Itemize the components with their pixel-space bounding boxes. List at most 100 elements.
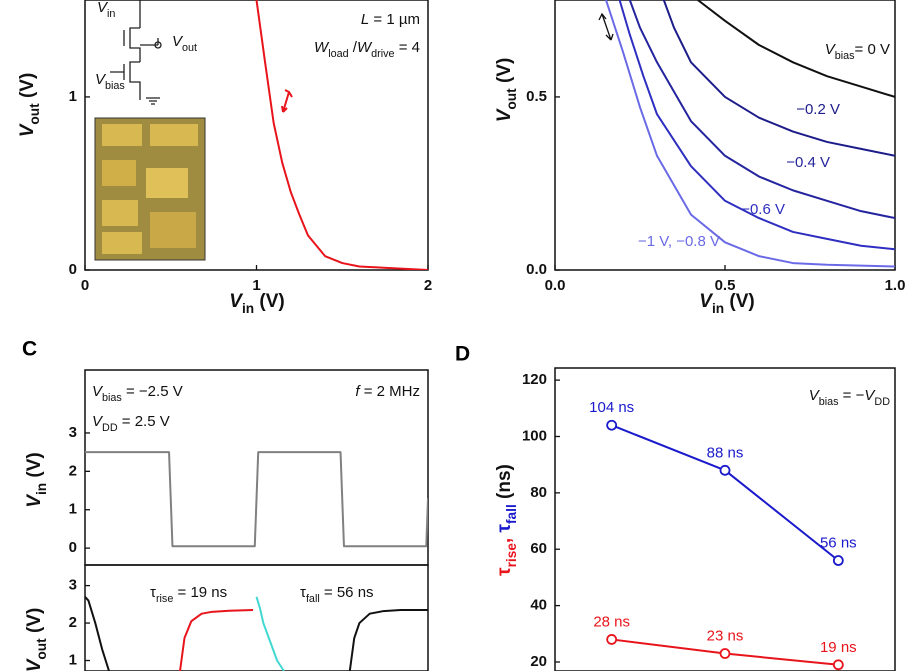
text-part: V xyxy=(494,108,515,122)
y-axis-label: τrise, τfall (ns) xyxy=(494,464,519,576)
text-part: (V) xyxy=(724,291,755,312)
text-part: V xyxy=(825,41,837,58)
text-part: V xyxy=(699,291,713,312)
y-tick-label: 1 xyxy=(69,88,77,105)
text-part: V xyxy=(24,494,45,508)
subscript: rise xyxy=(156,593,173,605)
y-tick-label: 80 xyxy=(530,484,547,501)
subscript: in xyxy=(107,8,115,20)
series-line xyxy=(85,451,428,548)
y-tick-label: 1 xyxy=(69,651,77,668)
text-part: V xyxy=(92,413,104,430)
value-label: 23 ns xyxy=(707,627,744,644)
series-label: −0.6 V xyxy=(741,201,785,218)
text-part: / xyxy=(349,39,358,56)
text-part: V xyxy=(24,658,45,671)
series-line xyxy=(605,0,895,268)
text-part: f xyxy=(355,383,361,400)
inset-label: Vin xyxy=(97,0,115,20)
value-label: 19 ns xyxy=(820,639,857,656)
y-tick-label: 2 xyxy=(69,614,77,631)
annotation: τfall = 56 ns xyxy=(300,584,374,605)
legend-entry: −0.4 V xyxy=(786,154,830,171)
series-line xyxy=(662,0,895,157)
annotation: Wload /Wdrive = 4 xyxy=(314,39,420,60)
series-line xyxy=(697,0,895,98)
point xyxy=(606,419,618,431)
subscript: out xyxy=(27,103,42,125)
point xyxy=(832,659,844,671)
arrows xyxy=(281,12,614,113)
y-tick-label: 60 xyxy=(530,540,547,557)
pad xyxy=(146,168,188,198)
point xyxy=(719,464,731,476)
plot-frame xyxy=(554,367,896,671)
subscript: load xyxy=(328,48,348,60)
plot-area xyxy=(85,596,428,671)
value-label: 88 ns xyxy=(707,444,744,461)
point xyxy=(719,648,731,659)
y-tick-label: 0.0 xyxy=(526,261,547,278)
annotation: f = 2 MHz xyxy=(355,383,420,400)
y-tick-label: 100 xyxy=(522,427,547,444)
text-part: V xyxy=(92,383,104,400)
legend-entry: −1 V, −0.8 V xyxy=(638,233,720,250)
point xyxy=(832,555,844,566)
text-part: = 2.5 V xyxy=(118,413,170,430)
subscript: in xyxy=(34,483,49,495)
subscript: bias xyxy=(819,396,839,408)
series-label: −0.4 V xyxy=(786,154,830,171)
value-label: 56 ns xyxy=(820,534,857,551)
annotation: VDD = 2.5 V xyxy=(92,413,170,434)
text-part: = 2 MHz xyxy=(360,383,420,400)
y-tick-label: 3 xyxy=(69,577,77,594)
y-axis-label: Vout (V) xyxy=(17,73,42,138)
subscript: in xyxy=(712,301,724,316)
y-tick-label: 0.5 xyxy=(526,88,547,105)
text-part: = −2.5 V xyxy=(122,383,183,400)
y-tick-label: 2 xyxy=(69,462,77,479)
y-tick-label: 0 xyxy=(69,539,77,556)
text-part: τ xyxy=(494,523,515,532)
subscript: bias xyxy=(105,80,125,92)
annotation: τrise = 19 ns xyxy=(150,584,227,605)
series-line xyxy=(628,0,895,220)
x-axis-label: Vin (V) xyxy=(699,291,754,316)
text-part: (ns) xyxy=(494,464,515,504)
subscript: out xyxy=(182,42,197,54)
text-part: V xyxy=(97,0,109,16)
series-line xyxy=(179,608,254,671)
text-part: (V) xyxy=(24,452,45,483)
legend-entry: −0.6 V xyxy=(741,201,785,218)
subscript: DD xyxy=(874,396,890,408)
text-part: = 4 xyxy=(395,39,420,56)
text-part: V xyxy=(17,123,38,137)
panel-label: D xyxy=(455,343,470,366)
x-tick-label: 0.0 xyxy=(545,277,566,294)
x-tick-label: 2 xyxy=(424,277,432,294)
subscript: bias xyxy=(102,392,122,404)
subscript: out xyxy=(34,638,49,660)
text-part: V xyxy=(809,387,821,404)
pad xyxy=(102,160,136,186)
x-tick-label: 0 xyxy=(81,277,89,294)
legend-entry: 0 V xyxy=(867,41,890,58)
subscript: in xyxy=(242,301,254,316)
sweep-arrow xyxy=(598,12,614,41)
pad xyxy=(150,212,196,248)
text-part: = − xyxy=(839,387,865,404)
circuit-inset xyxy=(110,0,162,105)
x-axis-label: Vin (V) xyxy=(229,291,284,316)
sweep-arrow xyxy=(281,89,293,113)
y-tick-label: 1 xyxy=(69,501,77,518)
y-tick-label: 120 xyxy=(522,371,547,388)
series-label: −1 V, −0.8 V xyxy=(638,233,720,250)
subscript: out xyxy=(504,88,519,110)
annotation: Vbias = −2.5 V xyxy=(92,383,183,404)
text-part: L xyxy=(361,11,369,28)
circuit-node xyxy=(154,41,162,49)
legend-entry: −0.2 V xyxy=(796,101,840,118)
text-part: = 56 ns xyxy=(320,584,374,601)
series-line xyxy=(348,608,428,671)
